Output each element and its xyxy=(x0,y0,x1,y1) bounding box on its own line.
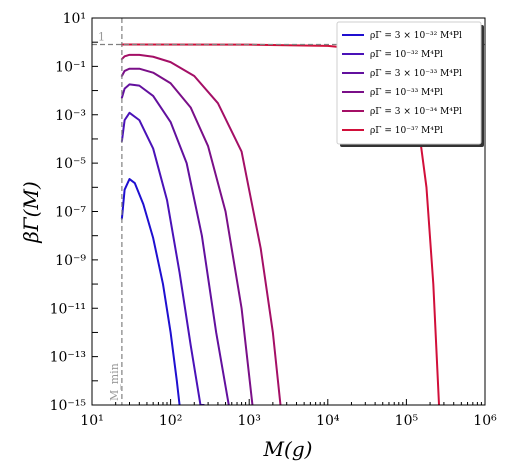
y-tick-label: 10⁻⁷ xyxy=(55,205,86,221)
x-tick-label: 10³ xyxy=(237,413,260,429)
y-tick-label: 10⁻⁹ xyxy=(55,253,86,269)
x-tick-label: 10⁴ xyxy=(316,413,340,429)
legend: ρΓ = 3 × 10⁻³² M⁴Pl ρΓ = 10⁻³² M⁴Pl ρΓ = 3… xyxy=(336,21,484,147)
series-line-2 xyxy=(120,111,205,405)
series-line-4 xyxy=(120,67,254,405)
y-axis-label: βΓ(M) xyxy=(19,181,43,244)
legend-label: ρΓ = 10⁻³³ M⁴Pl xyxy=(370,88,443,98)
y-tick-label: 10⁻⁵ xyxy=(55,156,86,172)
ticks: 10¹ 10² 10³ 10⁴ 10⁵ 10⁶ 10¹ 10⁻¹ 10⁻³ 10⁻⁵ 10⁻⁷ 10⁻… xyxy=(50,11,498,429)
y-tick-label: 10¹ xyxy=(63,11,86,27)
x-tick-label: 10⁵ xyxy=(395,413,419,429)
y-tick-label: 10⁻¹³ xyxy=(50,350,86,366)
reference-label-horizontal: 1 xyxy=(98,31,105,44)
x-axis-label: M(g) xyxy=(263,437,313,461)
x-tick-label: 10¹ xyxy=(80,413,103,429)
reference-lines: 1 M_min xyxy=(92,18,485,405)
y-tick-label: 10⁻¹¹ xyxy=(50,301,86,317)
legend-label: ρΓ = 3 × 10⁻³³ M⁴Pl xyxy=(370,69,462,79)
reference-label-vertical: M_min xyxy=(108,363,121,401)
x-tick-label: 10² xyxy=(159,413,182,429)
series-line-3 xyxy=(120,83,230,405)
legend-box xyxy=(336,21,482,145)
y-tick-label: 10⁻¹⁵ xyxy=(50,398,87,414)
y-tick-label: 10⁻³ xyxy=(55,108,86,124)
legend-label: ρΓ = 10⁻³² M⁴Pl xyxy=(370,50,443,60)
legend-label: ρΓ = 3 × 10⁻³² M⁴Pl xyxy=(370,31,462,41)
series-line-5 xyxy=(120,53,282,405)
x-tick-label: 10⁶ xyxy=(473,413,497,429)
legend-label: ρΓ = 3 × 10⁻³⁴ M⁴Pl xyxy=(370,107,462,117)
y-tick-label: 10⁻¹ xyxy=(55,59,86,75)
series-line-1 xyxy=(120,178,181,405)
legend-label: ρΓ = 10⁻³⁷ M⁴Pl xyxy=(370,126,443,136)
